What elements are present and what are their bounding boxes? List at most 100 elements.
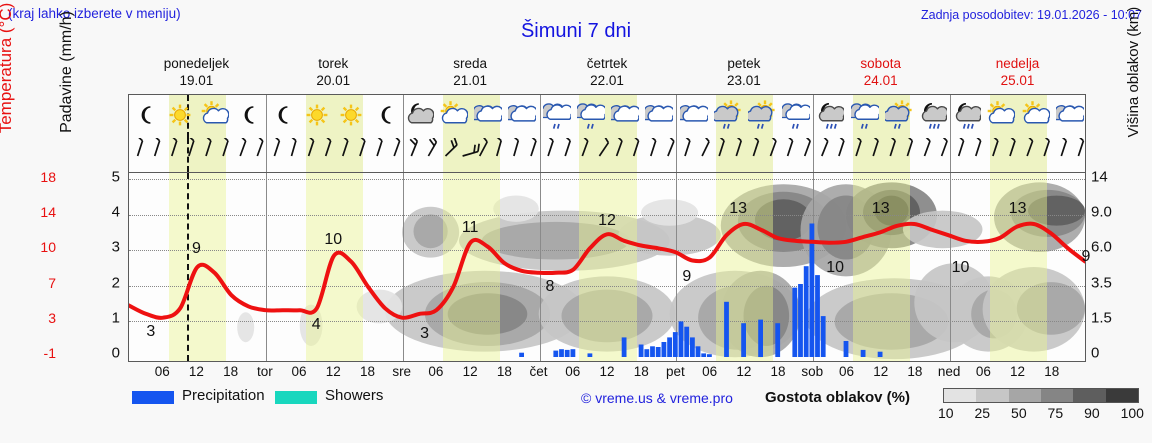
- time-tick: 12: [188, 364, 204, 379]
- day-date: 21.01: [453, 73, 488, 88]
- cloud-density-swatch: [1040, 389, 1074, 402]
- precipitation-axis-title: Padavine (mm/h): [58, 11, 75, 133]
- temperature-value-label: 9: [191, 240, 201, 258]
- copyright-link[interactable]: © vreme.us & vreme.pro: [581, 390, 733, 406]
- time-tick: 18: [496, 364, 512, 379]
- cloud-density-tick: 100: [1120, 405, 1144, 421]
- cloud-height-tick: 6.0: [1091, 238, 1112, 256]
- day-separator: [539, 95, 541, 138]
- time-tick: 18: [359, 364, 376, 379]
- day-separator: [950, 138, 952, 172]
- moon-cloud-icon: [406, 97, 434, 137]
- sun-icon: [303, 97, 331, 137]
- temperature-value-label: 13: [729, 200, 748, 218]
- day-name: četrtek: [586, 56, 628, 71]
- temperature-value-label: 9: [1081, 248, 1091, 266]
- cloud-density-swatch: [1105, 389, 1138, 402]
- precipitation-tick: 2: [111, 274, 120, 292]
- time-tick: tor: [256, 364, 273, 379]
- time-tick: 06: [565, 364, 581, 379]
- legend-precipitation-swatch: [132, 391, 174, 404]
- legend-precipitation-label: Precipitation: [182, 387, 265, 404]
- time-tick: 18: [633, 364, 649, 379]
- time-tick: 18: [770, 364, 786, 379]
- day-separator: [265, 173, 267, 361]
- day-name: sreda: [453, 56, 488, 71]
- time-tick: 12: [873, 364, 889, 379]
- moon-icon: [269, 97, 297, 137]
- cloud-icon: [508, 97, 537, 137]
- day-date: 20.01: [316, 73, 351, 88]
- daylight-band: [716, 138, 774, 172]
- cloud-icon: [679, 97, 708, 137]
- temperature-tick: 3: [48, 309, 56, 326]
- sun-icon: [166, 97, 194, 137]
- temperature-curve: [129, 221, 1085, 320]
- cloud-icon: [474, 97, 503, 137]
- cloud-density-swatch: [1073, 389, 1106, 402]
- moon-cloud-rain-icon: [953, 97, 982, 137]
- weather-icon-strip: [128, 94, 1086, 138]
- time-tick: 18: [223, 364, 239, 379]
- sun-icon: [337, 97, 365, 137]
- weather-chart-plot: [128, 172, 1086, 362]
- time-tick: 18: [1044, 364, 1060, 379]
- day-header-nedelja: nedelja 25.01: [949, 55, 1086, 89]
- day-separator: [265, 95, 267, 138]
- cloud-density-swatch: [976, 389, 1009, 402]
- cloud-height-tick: 1.5: [1091, 309, 1112, 327]
- time-tick: sre: [392, 364, 412, 379]
- cloud-density-tick: 75: [1047, 405, 1064, 421]
- current-time-marker: [186, 95, 189, 138]
- time-tick: pet: [666, 364, 685, 379]
- sun-cloud-icon: [201, 97, 229, 137]
- moon-cloud-rain-icon: [919, 97, 948, 137]
- cloud-rain-icon: [850, 97, 879, 137]
- time-tick: 12: [1010, 364, 1026, 379]
- day-name: sobota: [860, 56, 901, 71]
- temperature-tick: 18: [40, 169, 56, 185]
- temperature-tick: 10: [40, 239, 56, 256]
- cloud-density-tick: 25: [974, 405, 991, 421]
- sun-cloud-icon: [987, 97, 1016, 137]
- sun-cloud-icon: [440, 97, 469, 137]
- temperature-tick: -1: [43, 345, 56, 361]
- cloud-density-tick: 10: [938, 405, 954, 421]
- sun-cloud-icon: [1022, 97, 1050, 137]
- cloud-height-tick: 9.0: [1091, 203, 1112, 221]
- day-header-sreda: sreda 21.01: [402, 55, 539, 89]
- gridline: [129, 321, 1085, 323]
- time-tick: 06: [291, 364, 307, 379]
- cloud-rain-icon: [782, 97, 811, 137]
- temperature-value-label: 12: [598, 211, 616, 229]
- wind-barb-strip: [128, 138, 1086, 172]
- time-tick: 06: [702, 364, 718, 379]
- time-tick: 12: [462, 364, 478, 379]
- day-date: 25.01: [1000, 73, 1035, 88]
- day-name: nedelja: [995, 56, 1040, 71]
- cloud-rain-icon: [576, 97, 605, 137]
- day-header-petek: petek 23.01: [675, 55, 812, 89]
- cloud-density-tick: 50: [1011, 405, 1027, 421]
- day-separator: [539, 173, 541, 361]
- cloud-height-tick: 3.5: [1091, 274, 1112, 292]
- temperature-value-label: 8: [545, 277, 555, 295]
- daylight-band: [442, 173, 500, 361]
- precipitation-tick: 0: [111, 344, 120, 362]
- precipitation-bars: [519, 223, 883, 357]
- time-tick: 06: [154, 364, 170, 379]
- day-date: 22.01: [590, 73, 624, 88]
- time-tick: 18: [907, 364, 923, 379]
- current-time-marker: [186, 138, 189, 172]
- temperature-value-label: 11: [461, 219, 479, 237]
- day-separator: [950, 95, 952, 138]
- current-time-marker: [186, 173, 189, 361]
- day-header-torek: torek 20.01: [265, 55, 402, 89]
- cloud-height-tick: 14: [1091, 168, 1108, 186]
- time-tick: 12: [325, 364, 341, 379]
- temperature-value-label: 3: [420, 325, 429, 343]
- temperature-value-label: 10: [826, 258, 844, 276]
- moon-cloud-rain-icon: [816, 97, 845, 137]
- day-separator: [676, 95, 678, 138]
- precipitation-tick: 1: [111, 309, 120, 327]
